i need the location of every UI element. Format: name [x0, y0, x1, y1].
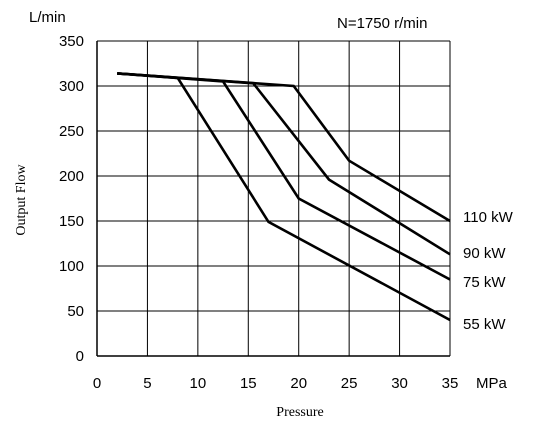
- x-axis-label: Pressure: [276, 405, 323, 420]
- x-tick-label: 20: [290, 375, 307, 392]
- series-lines: [117, 72, 451, 322]
- x-tick-labels: 0 5 10 15 20 25 30 35: [93, 375, 459, 392]
- y-tick-label: 0: [76, 348, 84, 365]
- y-tick-label: 100: [59, 258, 84, 275]
- y-tick-label: 350: [59, 33, 84, 50]
- x-tick-label: 35: [442, 375, 459, 392]
- y-tick-label: 150: [59, 213, 84, 230]
- series-line: [117, 72, 451, 256]
- y-tick-labels: 0 50 100 150 200 250 300 350: [59, 33, 84, 365]
- speed-annotation: N=1750 r/min: [337, 15, 427, 32]
- x-unit-label: MPa: [476, 375, 508, 392]
- y-tick-label: 50: [67, 303, 84, 320]
- x-tick-label: 5: [143, 375, 151, 392]
- y-tick-label: 300: [59, 78, 84, 95]
- series-label: 55 kW: [463, 316, 506, 333]
- series-label: 75 kW: [463, 274, 506, 291]
- x-tick-label: 15: [240, 375, 257, 392]
- series-label: 90 kW: [463, 245, 506, 262]
- x-tick-label: 30: [391, 375, 408, 392]
- y-axis-label: Output Flow: [14, 164, 29, 236]
- series-label: 110 kW: [463, 209, 514, 226]
- series-line: [117, 72, 451, 223]
- grid-lines: [97, 40, 451, 356]
- axes: [96, 41, 450, 357]
- x-tick-label: 0: [93, 375, 101, 392]
- y-tick-label: 250: [59, 123, 84, 140]
- x-tick-label: 25: [341, 375, 358, 392]
- y-tick-label: 200: [59, 168, 84, 185]
- series-line: [117, 72, 451, 322]
- series-labels: 55 kW 75 kW 90 kW 110 kW: [463, 209, 514, 333]
- y-unit-label: L/min: [29, 9, 66, 26]
- x-tick-label: 10: [190, 375, 207, 392]
